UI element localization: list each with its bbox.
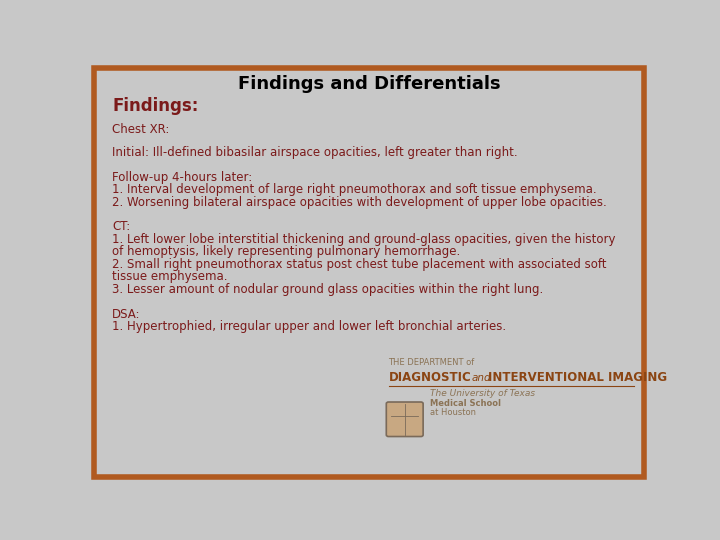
Text: DIAGNOSTIC: DIAGNOSTIC	[389, 372, 472, 384]
Text: and: and	[471, 373, 491, 383]
Text: CT:: CT:	[112, 220, 130, 233]
Text: 2. Small right pneumothorax status post chest tube placement with associated sof: 2. Small right pneumothorax status post …	[112, 258, 607, 271]
Text: Chest XR:: Chest XR:	[112, 123, 170, 136]
Text: Findings and Differentials: Findings and Differentials	[238, 75, 500, 92]
Text: The University of Texas: The University of Texas	[431, 389, 536, 398]
Text: at Houston: at Houston	[431, 408, 477, 417]
Text: tissue emphysema.: tissue emphysema.	[112, 271, 228, 284]
FancyBboxPatch shape	[94, 68, 644, 477]
Text: of hemoptysis, likely representing pulmonary hemorrhage.: of hemoptysis, likely representing pulmo…	[112, 245, 461, 259]
Text: Findings:: Findings:	[112, 97, 199, 116]
Text: Follow-up 4-hours later:: Follow-up 4-hours later:	[112, 171, 253, 184]
FancyBboxPatch shape	[387, 402, 423, 436]
Text: Medical School: Medical School	[431, 399, 501, 408]
Text: 1. Left lower lobe interstitial thickening and ground-glass opacities, given the: 1. Left lower lobe interstitial thickeni…	[112, 233, 616, 246]
Text: 1. Hypertrophied, irregular upper and lower left bronchial arteries.: 1. Hypertrophied, irregular upper and lo…	[112, 320, 506, 333]
Text: INTERVENTIONAL IMAGING: INTERVENTIONAL IMAGING	[488, 372, 667, 384]
Text: DSA:: DSA:	[112, 308, 141, 321]
Text: 2. Worsening bilateral airspace opacities with development of upper lobe opaciti: 2. Worsening bilateral airspace opacitie…	[112, 195, 607, 208]
Text: 1. Interval development of large right pneumothorax and soft tissue emphysema.: 1. Interval development of large right p…	[112, 183, 597, 196]
Text: Initial: Ill-defined bibasilar airspace opacities, left greater than right.: Initial: Ill-defined bibasilar airspace …	[112, 146, 518, 159]
Text: THE DEPARTMENT of: THE DEPARTMENT of	[389, 357, 474, 367]
Text: 3. Lesser amount of nodular ground glass opacities within the right lung.: 3. Lesser amount of nodular ground glass…	[112, 283, 544, 296]
